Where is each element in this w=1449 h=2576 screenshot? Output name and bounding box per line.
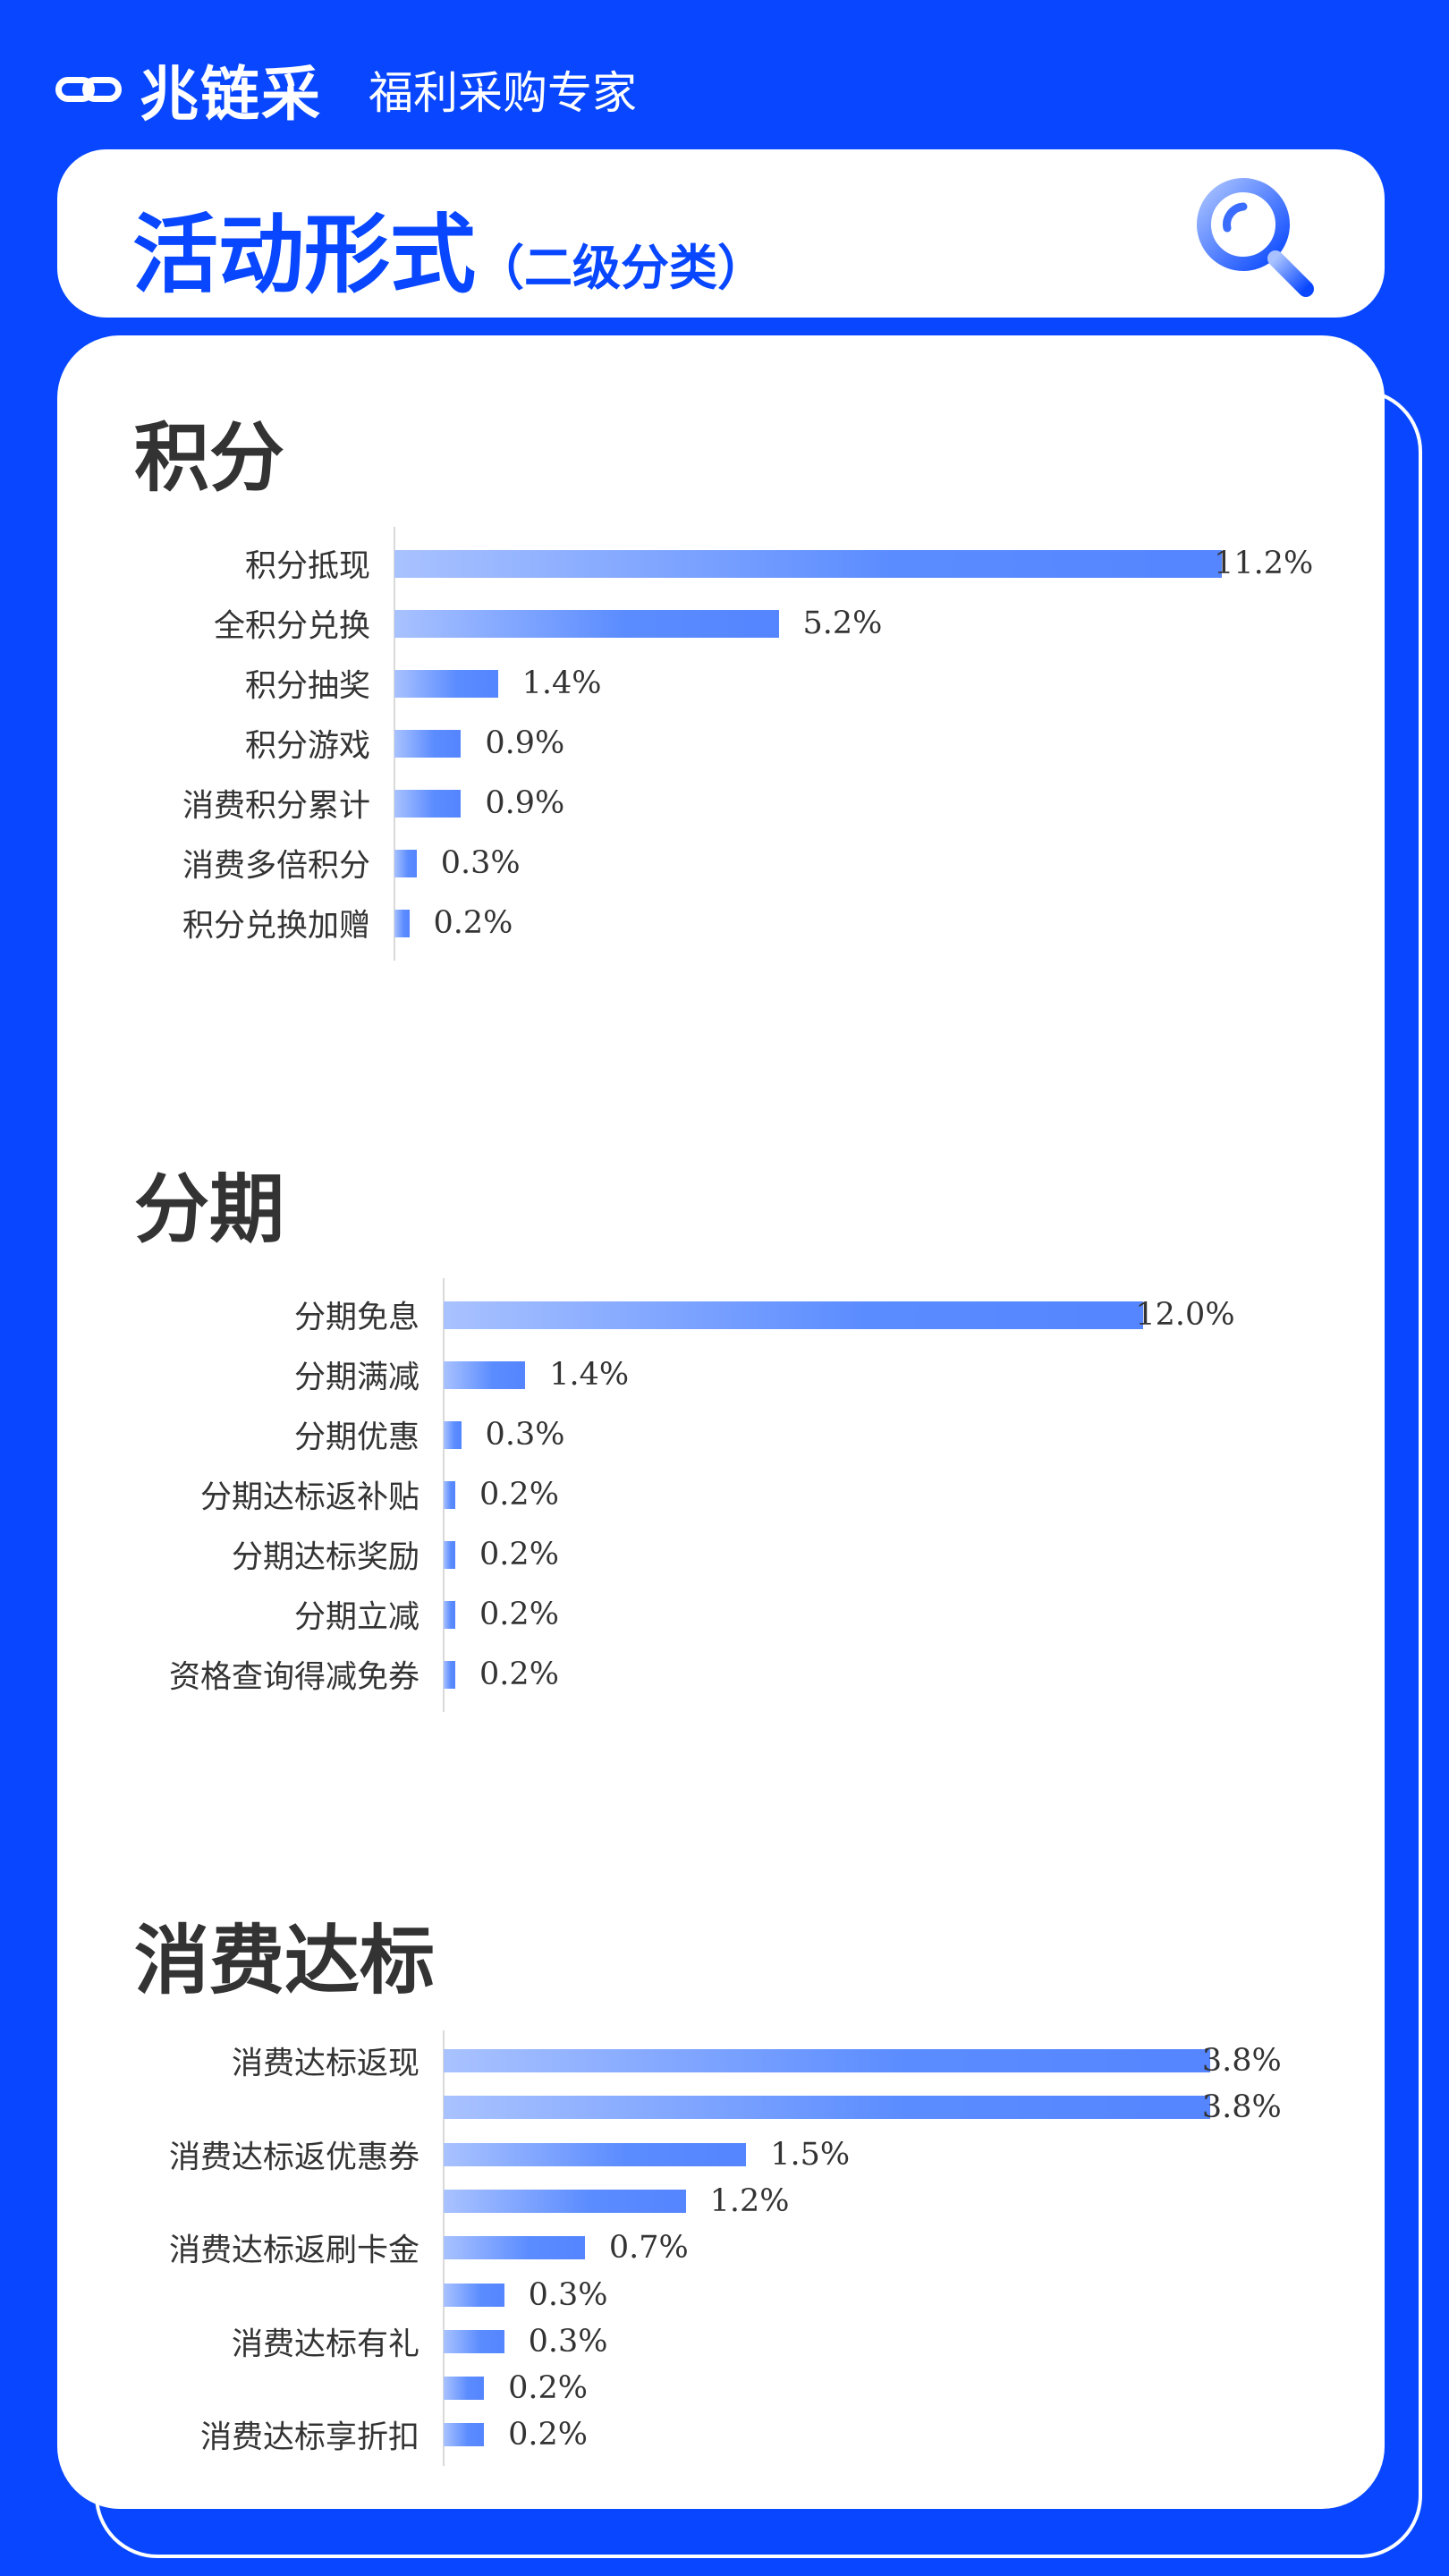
bar xyxy=(394,669,498,698)
bar xyxy=(444,2423,485,2447)
bar xyxy=(394,789,462,818)
category-label: 消费达标返刷卡金 xyxy=(168,2233,419,2269)
value-label: 0.3% xyxy=(528,2323,608,2360)
value-label: 0.7% xyxy=(608,2230,689,2267)
category-label: 分期达标返补贴 xyxy=(199,1479,419,1516)
category-label: 积分抽奖 xyxy=(244,668,370,705)
value-label: 0.2% xyxy=(508,2370,589,2407)
chart-title: 消费达标 xyxy=(134,1917,436,2004)
value-label: 12.0% xyxy=(1135,1297,1235,1333)
value-label: 0.9% xyxy=(485,725,565,761)
category-label: 积分抵现 xyxy=(244,548,370,585)
link-icon xyxy=(55,72,127,107)
category-label: 消费达标有礼 xyxy=(231,2326,419,2363)
category-label: 消费达标享折扣 xyxy=(199,2419,419,2456)
bar xyxy=(394,609,779,638)
category-label: 消费积分累计 xyxy=(182,788,370,825)
value-label: 1.4% xyxy=(521,665,602,701)
bar xyxy=(444,1660,456,1689)
category-label: 全积分兑换 xyxy=(213,608,370,645)
value-label: 0.3% xyxy=(528,2276,608,2313)
bar xyxy=(444,2329,504,2353)
bar xyxy=(444,2236,585,2260)
page-title: 活动形式（二级分类） xyxy=(132,185,766,309)
chart-title: 分期 xyxy=(134,1165,285,1253)
bar xyxy=(444,2377,485,2401)
bar xyxy=(444,1420,462,1449)
logo: 兆链采 福利采购专家 xyxy=(55,47,637,132)
value-label: 0.2% xyxy=(479,1477,559,1513)
bar xyxy=(444,2096,1210,2120)
value-label: 0.2% xyxy=(479,1537,559,1572)
bar xyxy=(444,1480,456,1509)
bar xyxy=(394,909,410,937)
bar xyxy=(444,2283,504,2307)
slogan: 福利采购专家 xyxy=(369,67,637,119)
value-label: 0.2% xyxy=(433,905,513,941)
bar xyxy=(444,1301,1144,1329)
bar xyxy=(444,2142,747,2166)
value-label: 1.4% xyxy=(549,1357,630,1393)
bar xyxy=(444,2189,686,2213)
value-label: 5.2% xyxy=(802,606,883,641)
value-label: 0.3% xyxy=(440,845,521,881)
value-label: 11.2% xyxy=(1214,546,1314,581)
category-label: 分期立减 xyxy=(293,1599,419,1636)
value-label: 0.2% xyxy=(508,2417,589,2453)
value-label: 0.2% xyxy=(479,1657,559,1692)
category-label: 消费达标返现 xyxy=(231,2046,419,2082)
category-label: 分期优惠 xyxy=(293,1419,419,1456)
value-label: 3.8% xyxy=(1201,2043,1282,2079)
bar xyxy=(394,549,1223,578)
subtitle: （二级分类） xyxy=(476,239,766,296)
category-label: 资格查询得减免券 xyxy=(168,1659,419,1696)
bar xyxy=(394,729,462,758)
bar xyxy=(444,1600,456,1629)
title-text: 活动形式 xyxy=(132,204,476,305)
magnifier-icon xyxy=(1197,178,1314,297)
brand-name: 兆链采 xyxy=(140,60,322,129)
category-label: 分期达标奖励 xyxy=(231,1539,419,1576)
chart-title: 积分 xyxy=(134,414,285,502)
category-label: 积分兑换加赠 xyxy=(182,908,370,945)
value-label: 0.3% xyxy=(485,1417,565,1453)
bar xyxy=(394,849,417,877)
category-label: 积分游戏 xyxy=(244,728,370,765)
value-label: 0.9% xyxy=(485,785,565,821)
bar xyxy=(444,2049,1210,2072)
category-label: 分期免息 xyxy=(293,1300,419,1336)
category-label: 消费达标返优惠券 xyxy=(168,2140,419,2176)
bar xyxy=(444,1360,526,1389)
value-label: 0.2% xyxy=(479,1597,559,1632)
bar xyxy=(444,1540,456,1569)
title-card: 活动形式（二级分类） xyxy=(57,149,1385,318)
value-label: 1.2% xyxy=(709,2182,790,2219)
value-label: 1.5% xyxy=(770,2136,851,2173)
category-label: 分期满减 xyxy=(293,1360,419,1396)
category-label: 消费多倍积分 xyxy=(182,848,370,885)
value-label: 3.8% xyxy=(1201,2089,1282,2126)
